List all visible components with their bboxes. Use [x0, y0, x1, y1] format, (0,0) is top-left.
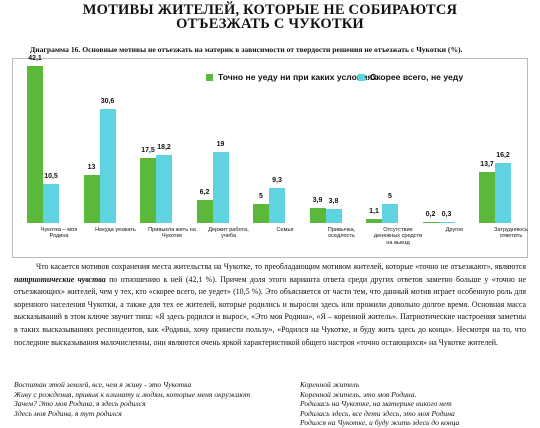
- quote: Родилась на Чукотке, на материке никого …: [300, 399, 452, 409]
- quote: Живу с рождения, привык к климату и людя…: [14, 389, 251, 399]
- category-label: Семья: [276, 227, 294, 233]
- quotes-left: Воспитан этой землей, все, чем я живу - …: [14, 380, 264, 418]
- value-label: 5: [259, 193, 263, 201]
- bar: [269, 188, 285, 223]
- value-label: 3,8: [328, 197, 339, 205]
- value-label: 42,1: [28, 55, 42, 63]
- bar: [495, 162, 511, 223]
- category-label: Другое: [445, 227, 464, 233]
- quote: Родилась здесь, все дети здесь, это моя …: [300, 408, 455, 418]
- value-label: 10,5: [44, 172, 58, 180]
- bar: [196, 199, 213, 223]
- value-label: 17,5: [141, 146, 155, 154]
- bar: [309, 208, 326, 223]
- value-label: 0,2: [425, 211, 436, 219]
- value-label: 9,3: [272, 177, 282, 185]
- legend-swatch: [358, 73, 365, 81]
- value-label: 13,7: [480, 161, 494, 169]
- quote: Воспитан этой землей, все, чем я живу - …: [14, 380, 192, 389]
- bar: [156, 155, 172, 223]
- category-label: Держит работа, учеба: [208, 227, 249, 240]
- legend-swatch: [206, 73, 213, 81]
- bar: [422, 222, 439, 223]
- bar: [43, 183, 59, 223]
- legend-label: Точно не уеду ни при каких условиях: [218, 72, 378, 82]
- bar: [99, 109, 116, 223]
- bar: [382, 204, 398, 223]
- value-label: 5: [388, 193, 392, 201]
- bar: [366, 218, 382, 223]
- value-label: 13: [87, 163, 96, 171]
- value-label: 19: [216, 141, 225, 149]
- bar: [479, 172, 495, 223]
- value-label: 30,6: [100, 98, 115, 106]
- paragraph: Что касается мотивов сохранения места жи…: [14, 261, 526, 349]
- quote: Коренной житель, это моя Родина.: [300, 389, 417, 399]
- text: по отношению к ней (42,1 %). Причем доля…: [14, 274, 526, 347]
- value-label: 16,2: [496, 151, 510, 159]
- bar: [325, 208, 342, 223]
- emphasis: патриотические чувства: [14, 274, 106, 284]
- category-label: Отсутствие денежных средств на выезд: [373, 227, 423, 246]
- bar: [253, 204, 269, 223]
- value-label: 6,2: [199, 188, 210, 196]
- bar: [27, 66, 43, 223]
- category-label: Некуда уезжать: [95, 227, 136, 233]
- value-label: 3,9: [312, 197, 323, 205]
- value-label: 1,1: [369, 207, 379, 215]
- bar: [438, 221, 455, 223]
- quote: Здесь моя Родина, я тут родился: [14, 408, 122, 418]
- category-label: Чукотка – моя Родина: [40, 227, 78, 240]
- quotes-right: Коренной житель Коренной житель, это моя …: [300, 380, 530, 428]
- bar: [83, 174, 100, 223]
- text: Что касается мотивов сохранения места жи…: [36, 262, 526, 271]
- category-label: Привыкла жить на Чукотке: [148, 227, 196, 240]
- quote: Коренной житель: [300, 380, 360, 389]
- value-label: 0,3: [441, 210, 452, 218]
- legend-item: Скорее всего, не уеду: [358, 72, 463, 82]
- value-label: 18,2: [157, 144, 171, 152]
- legend-item: Точно не уеду ни при каких условиях: [206, 72, 377, 82]
- bar: [212, 152, 229, 223]
- legend-label: Скорее всего, не уеду: [370, 72, 464, 82]
- quote: Зачем? Это моя Родина, я здесь родился: [14, 399, 146, 409]
- chart: 42,1 10,5 Чукотка – моя Родина 13 30,6 Некуда…: [12, 55, 528, 258]
- page-title: МОТИВЫ ЖИТЕЛЕЙ, КОТОРЫЕ НЕ СОБИРАЮТСЯ ОТ…: [82, 2, 458, 32]
- category-label: Привычка, оседлость: [327, 227, 356, 240]
- bar: [140, 157, 156, 223]
- category-label: Затрудняюсь ответить: [494, 227, 528, 240]
- chart-caption: Диаграмма 16. Основные мотивы не отъезжа…: [30, 45, 463, 54]
